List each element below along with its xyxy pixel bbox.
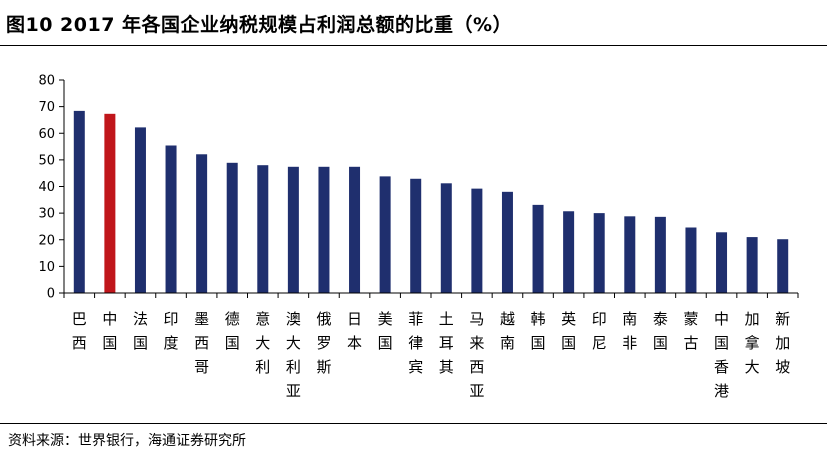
y-tick-label: 10 (38, 260, 55, 275)
bar-7 (287, 166, 299, 293)
bar-10 (379, 176, 391, 293)
bar-8 (318, 166, 330, 293)
x-category-label: 泰国 (653, 310, 668, 352)
x-category-label: 加拿大 (745, 310, 760, 376)
bar-14 (501, 191, 513, 293)
bar-6 (257, 165, 269, 293)
x-category-label: 蒙古 (683, 310, 698, 352)
y-tick-label: 60 (38, 127, 55, 142)
bar-13 (471, 188, 483, 293)
bars (73, 110, 789, 293)
y-tick-label: 20 (38, 233, 55, 248)
bar-9 (349, 166, 361, 293)
x-category-label: 菲律宾 (408, 310, 423, 376)
bar-2 (134, 127, 146, 293)
bar-21 (716, 232, 728, 293)
x-category-label: 俄罗斯 (316, 310, 331, 376)
x-category-label: 越南 (500, 310, 515, 352)
x-category-label: 新加坡 (775, 310, 790, 376)
x-category-label: 巴西 (72, 310, 87, 352)
bar-1 (104, 113, 116, 293)
y-tick-label: 80 (38, 74, 55, 89)
x-category-label: 印尼 (592, 310, 607, 352)
x-category-label: 日本 (347, 310, 362, 352)
x-category-label: 南非 (622, 310, 637, 352)
bar-5 (226, 162, 238, 293)
bar-22 (746, 237, 758, 293)
x-category-label: 中国香港 (714, 310, 729, 400)
x-category-label: 美国 (378, 310, 393, 352)
bar-4 (196, 154, 208, 293)
source-divider (0, 423, 827, 424)
bar-16 (563, 211, 575, 293)
bar-15 (532, 204, 544, 293)
x-category-label: 德国 (225, 310, 240, 352)
x-category-label: 意大利 (255, 310, 270, 376)
bar-17 (593, 213, 605, 293)
y-tick-label: 50 (38, 153, 55, 168)
bar-20 (685, 227, 697, 293)
title-divider (0, 45, 827, 46)
x-category-label: 土耳其 (439, 310, 454, 376)
bar-11 (410, 178, 422, 293)
bar-12 (440, 183, 452, 293)
bar-3 (165, 145, 177, 293)
x-category-label: 墨西哥 (194, 310, 209, 376)
x-category-label: 澳大利亚 (286, 310, 301, 400)
x-category-label: 法国 (133, 310, 148, 352)
chart-title: 图10 2017 年各国企业纳税规模占利润总额的比重（%） (6, 14, 513, 36)
bar-23 (777, 239, 789, 293)
y-axis: 0 10 20 30 40 50 60 70 80 (38, 74, 65, 302)
y-tick-label: 30 (38, 207, 55, 222)
bar-18 (624, 216, 636, 293)
y-tick-label: 40 (38, 180, 55, 195)
x-category-label: 韩国 (531, 310, 546, 352)
source-note: 资料来源：世界银行，海通证券研究所 (8, 433, 246, 449)
y-tick-label: 70 (38, 100, 55, 115)
bar-19 (654, 216, 666, 293)
x-category-label: 中国 (102, 310, 117, 352)
bar-0 (73, 110, 85, 293)
x-category-label: 印度 (164, 310, 179, 352)
x-category-label: 英国 (561, 310, 576, 352)
y-tick-label: 0 (47, 287, 55, 302)
x-category-label: 马来西亚 (469, 310, 484, 400)
